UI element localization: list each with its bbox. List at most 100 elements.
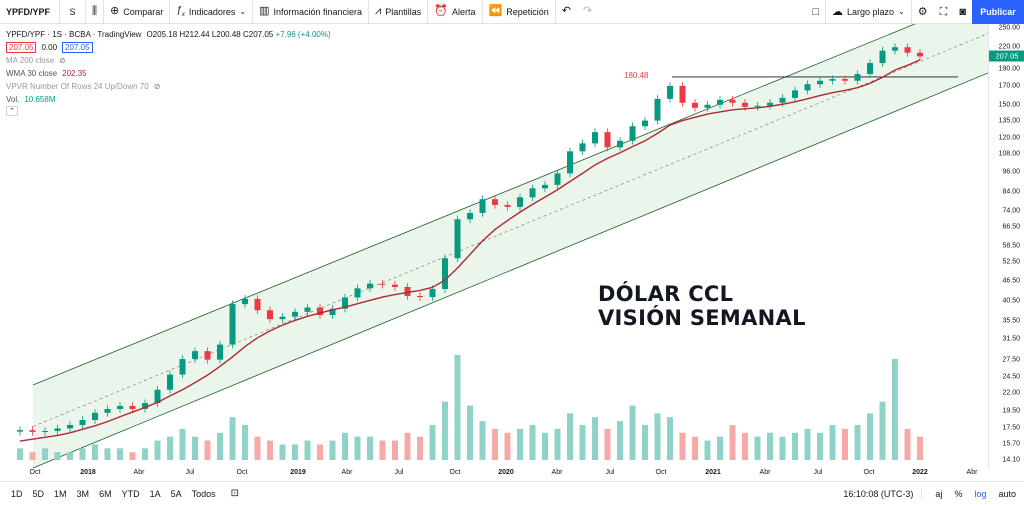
price-tick: 40.50 bbox=[1002, 297, 1020, 305]
ask-box[interactable]: 207.05 bbox=[62, 42, 93, 53]
volume-bar bbox=[667, 417, 673, 460]
alert-button[interactable]: ⏰ Alerta bbox=[428, 0, 483, 24]
legend-title[interactable]: YPFD/YPF · 1S · BCBA · TradingView bbox=[6, 30, 142, 39]
time-tick: Abr bbox=[551, 469, 563, 476]
price-tick: 120.00 bbox=[998, 134, 1020, 142]
volume-bar bbox=[617, 421, 623, 460]
auto-toggle[interactable]: auto bbox=[998, 489, 1016, 499]
undo-icon: ↶ bbox=[561, 5, 571, 17]
compare-button[interactable]: ⊕ Comparar bbox=[104, 0, 171, 24]
current-price-label: 207.05 bbox=[989, 50, 1024, 62]
candle-body bbox=[54, 428, 61, 432]
volume-bar bbox=[654, 413, 661, 460]
adjust-toggle[interactable]: aj bbox=[935, 489, 943, 499]
volume-bar bbox=[54, 452, 61, 460]
legend-quote: 207.05 0.00 207.05 bbox=[6, 41, 331, 54]
chart-canvas[interactable] bbox=[0, 24, 988, 469]
volume-bar bbox=[692, 436, 698, 460]
log-toggle[interactable]: log bbox=[974, 489, 987, 499]
candle-body bbox=[579, 143, 586, 152]
range-button[interactable]: YTD bbox=[121, 488, 140, 499]
indicators-label: Indicadores bbox=[188, 6, 236, 17]
replay-button[interactable]: ⏪ Repetición bbox=[483, 0, 556, 24]
fullscreen-button[interactable]: ⛶ bbox=[934, 0, 954, 24]
legend-collapse: ⌃ bbox=[6, 106, 331, 116]
time-tick: Abr bbox=[966, 469, 978, 476]
chevron-down-icon: ⌄ bbox=[239, 6, 247, 16]
redo-button[interactable]: ↷ bbox=[577, 0, 598, 24]
layout-dropdown[interactable]: ☁ Largo plazo ⌄ bbox=[825, 0, 912, 24]
candle-body bbox=[192, 351, 198, 360]
candle-body bbox=[342, 297, 348, 309]
volume-bar bbox=[404, 432, 411, 460]
publish-button[interactable]: Publicar bbox=[972, 0, 1024, 24]
time-tick: Oct bbox=[863, 469, 875, 476]
price-tick: 250.00 bbox=[998, 24, 1020, 32]
range-button[interactable]: 5A bbox=[170, 488, 182, 499]
snapshot-button[interactable]: ◙ bbox=[953, 0, 972, 24]
settings-button[interactable]: ⚙ bbox=[912, 0, 934, 24]
range-button[interactable]: 1A bbox=[149, 488, 161, 499]
vol-label[interactable]: Vol. bbox=[6, 95, 20, 104]
time-tick: Oct bbox=[236, 469, 248, 476]
volume-bar bbox=[92, 444, 98, 460]
legend-ohlc-values: O205.18 H212.44 L200.48 C207.05 bbox=[146, 30, 274, 39]
financials-button[interactable]: ▥ Información financiera bbox=[253, 0, 370, 24]
candle-body bbox=[104, 408, 111, 413]
percent-toggle[interactable]: % bbox=[954, 489, 963, 499]
eye-slash-icon[interactable]: ⊘ bbox=[153, 82, 161, 91]
chart-type-button[interactable]: ⫼ bbox=[86, 0, 105, 24]
wma-label[interactable]: WMA 30 close bbox=[6, 69, 58, 78]
volume-bar bbox=[592, 417, 598, 460]
gear-icon: ⚙ bbox=[917, 5, 928, 18]
range-button[interactable]: 1D bbox=[11, 488, 23, 499]
price-tick: 19.50 bbox=[1002, 407, 1020, 415]
range-button[interactable]: 5D bbox=[32, 488, 45, 499]
eye-slash-icon[interactable]: ⊘ bbox=[59, 56, 66, 65]
ma-label[interactable]: MA 200 close bbox=[6, 56, 55, 65]
candle-body bbox=[92, 412, 98, 421]
legend-main: YPFD/YPF · 1S · BCBA · TradingView O205.… bbox=[6, 28, 331, 41]
price-tick: 190.00 bbox=[998, 65, 1020, 73]
range-button[interactable]: 3M bbox=[76, 488, 90, 499]
templates-button[interactable]: ⩘ Plantillas bbox=[369, 0, 429, 24]
interval-button[interactable]: S bbox=[60, 0, 86, 24]
chart-annotation[interactable]: DÓLAR CCL VISIÓN SEMANAL bbox=[598, 282, 806, 330]
time-scale[interactable]: Oct 2018 Abr Jul Oct 2019 Abr Jul Oct 2020 Abr Jul O… bbox=[0, 469, 988, 481]
time-tick: Jul bbox=[185, 469, 195, 476]
clock[interactable]: 16:10:08 (UTC-3) bbox=[838, 489, 923, 499]
replay-label: Repetición bbox=[506, 6, 549, 17]
range-button[interactable]: 6M bbox=[99, 488, 112, 499]
volume-bar bbox=[192, 436, 198, 460]
indicators-button[interactable]: ƒx Indicadores ⌄ bbox=[170, 0, 254, 24]
candle-body bbox=[367, 283, 373, 289]
candle-body bbox=[779, 97, 786, 103]
range-button[interactable]: Todos bbox=[191, 488, 216, 499]
price-tick: 108.00 bbox=[998, 150, 1020, 158]
volume-bar bbox=[67, 452, 73, 460]
bid-box[interactable]: 207.05 bbox=[6, 42, 37, 53]
volume-bar bbox=[479, 421, 486, 460]
price-scale[interactable]: 250.00 220.00 190.00 170.00 150.00 135.00 120.… bbox=[988, 24, 1024, 469]
volume-bar bbox=[904, 428, 911, 460]
volume-bar bbox=[792, 432, 798, 460]
candle-body bbox=[392, 284, 398, 287]
collapse-legend-icon[interactable]: ⌃ bbox=[6, 106, 18, 116]
symbol-search[interactable]: YPFD/YPF bbox=[0, 0, 60, 24]
select-layout-button[interactable]: □ bbox=[806, 0, 825, 24]
volume-bar bbox=[79, 448, 86, 460]
toolbar-right: □ ☁ Largo plazo ⌄ ⚙ ⛶ ◙ Publicar bbox=[806, 0, 1024, 24]
candle-body bbox=[142, 403, 148, 409]
date-range-icon[interactable]: ⊡ bbox=[230, 488, 240, 499]
volume-bar bbox=[267, 440, 273, 460]
volume-bar bbox=[854, 425, 861, 460]
camera-icon: ◙ bbox=[959, 5, 966, 18]
range-button[interactable]: 1M bbox=[54, 488, 67, 499]
interval-label: S bbox=[69, 6, 76, 17]
vpvr-label[interactable]: VPVR Number Of Rows 24 Up/Down 70 bbox=[6, 82, 149, 91]
regression-channel[interactable] bbox=[32, 24, 988, 469]
volume-bar bbox=[829, 425, 836, 460]
chevron-down-icon: ⌄ bbox=[898, 7, 905, 16]
undo-button[interactable]: ↶ bbox=[556, 0, 577, 24]
time-tick: 2021 bbox=[705, 469, 721, 476]
